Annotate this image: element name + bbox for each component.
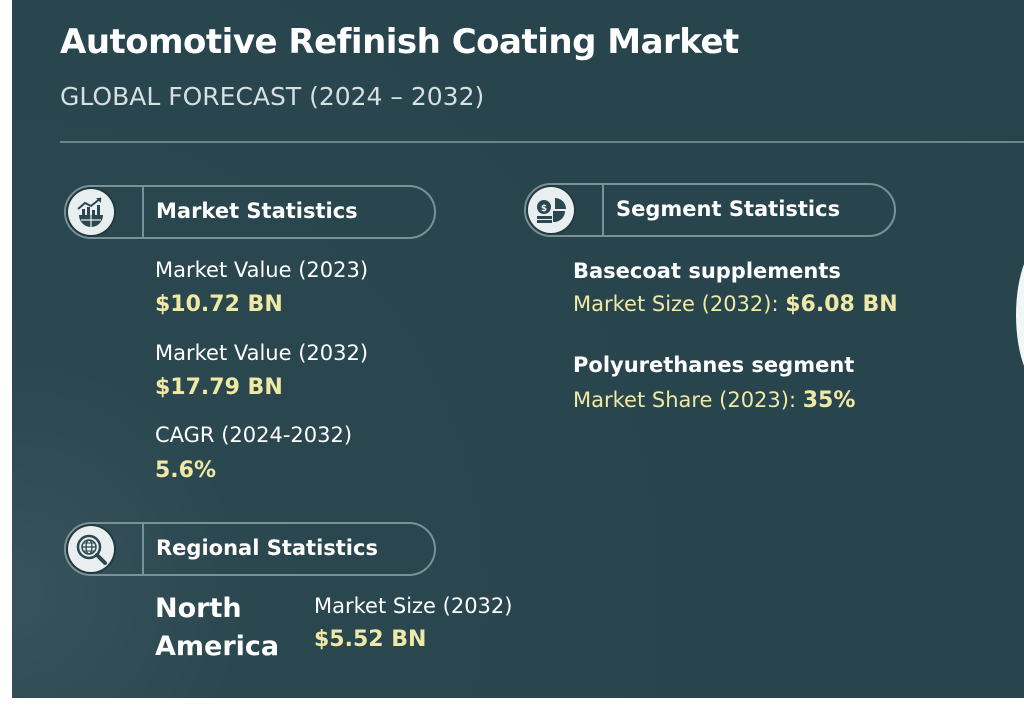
market-statistics-label: Market Statistics: [156, 199, 358, 223]
decorative-shape: [1016, 240, 1024, 390]
segment-label-basecoat: Market Size (2032):: [573, 292, 779, 316]
market-value-2023-value: $10.72 BN: [155, 292, 283, 317]
segment-label-polyurethanes: Market Share (2023):: [573, 388, 797, 412]
segment-title-basecoat: Basecoat supplements: [573, 259, 841, 283]
market-value-2023-label: Market Value (2023): [155, 258, 369, 282]
segment-title-polyurethanes: Polyurethanes segment: [573, 353, 855, 377]
pie-chart-coin-icon: $: [528, 187, 574, 233]
pill-separator: [602, 185, 604, 235]
pill-separator: [142, 524, 144, 574]
bar-chart-globe-icon: [68, 189, 114, 235]
infographic-panel: Automotive Refinish Coating Market GLOBA…: [12, 0, 1024, 698]
market-statistics-header: Market Statistics: [64, 185, 436, 239]
region-name: North America: [155, 593, 280, 662]
cagr-label: CAGR (2024-2032): [155, 423, 353, 447]
cagr-value: 5.6%: [155, 458, 217, 483]
pill-separator: [142, 187, 144, 237]
globe-magnifier-icon: [68, 526, 114, 572]
header-divider: [60, 141, 1024, 143]
market-value-2032-value: $17.79 BN: [155, 375, 283, 400]
regional-statistics-header: Regional Statistics: [64, 522, 436, 576]
page-subtitle: GLOBAL FORECAST (2024 – 2032): [60, 82, 485, 111]
region-market-size-value: $5.52 BN: [314, 627, 427, 652]
segment-line-polyurethanes: Market Share (2023): 35%: [573, 388, 855, 413]
segment-line-basecoat: Market Size (2032): $6.08 BN: [573, 292, 898, 317]
segment-value-basecoat: $6.08 BN: [785, 292, 898, 317]
page-title: Automotive Refinish Coating Market: [60, 22, 739, 62]
segment-value-polyurethanes: 35%: [802, 388, 856, 413]
segment-statistics-label: Segment Statistics: [616, 197, 841, 221]
region-market-size-label: Market Size (2032): [314, 594, 513, 618]
svg-text:$: $: [541, 204, 547, 214]
market-value-2032-label: Market Value (2032): [155, 341, 369, 365]
regional-statistics-label: Regional Statistics: [156, 536, 378, 560]
segment-statistics-header: $ Segment Statistics: [524, 183, 896, 237]
